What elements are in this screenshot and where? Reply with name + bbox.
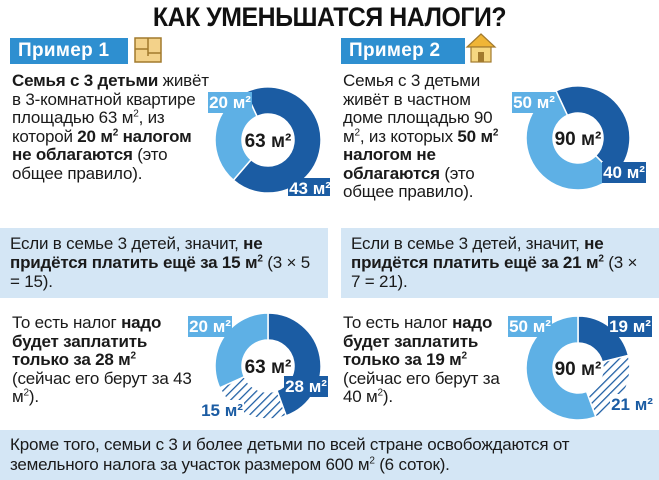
slice-label: 19 м² — [608, 316, 652, 337]
text-run: 2 — [130, 350, 137, 362]
text-run: ). — [28, 387, 39, 406]
text-run: Если в семье 3 детей, значит, — [351, 234, 585, 253]
slice-label: 21 м² — [610, 394, 654, 415]
slice-label: 20 м² — [188, 316, 232, 337]
text-run: 2 — [377, 387, 384, 399]
slice-value: 40 м² — [603, 163, 645, 182]
slice-value: 19 м² — [609, 317, 651, 336]
text-run: ). — [382, 387, 393, 406]
example-2-result: То есть налог надо будет заплатить тольк… — [343, 313, 518, 407]
slice-label: 50 м² — [508, 316, 552, 337]
slice-value: 43 м² — [289, 179, 330, 196]
donut-slice — [525, 315, 597, 421]
example-1-tag: Пример 1 — [10, 38, 128, 64]
donut-chart-example-1: 63 м² 43 м² 20 м² — [208, 86, 330, 196]
text-run: , из которой — [12, 108, 165, 146]
donut-center-label: 63 м² — [245, 357, 292, 378]
text-run: Семья с 3 детьми — [12, 71, 159, 90]
text-run: надо будет заплатить только за 28 м — [12, 313, 162, 369]
page-title: КАК УМЕНЬШАТСЯ НАЛОГИ? — [152, 2, 507, 32]
example-2-description: Семья с 3 детьми живёт в частном доме пл… — [343, 71, 513, 202]
text-run: 2 — [133, 108, 139, 120]
example-1-description: Семья с 3 детьми живёт в 3-комнатной ква… — [12, 71, 212, 183]
example-2-panel: Если в семье 3 детей, значит, не придётс… — [341, 228, 659, 298]
slice-value: 28 м² — [285, 377, 327, 396]
slice-value: 20 м² — [189, 317, 231, 336]
example-2-tag: Пример 2 — [341, 38, 465, 64]
floor-plan-icon — [134, 37, 162, 63]
text-run: (сейчас его берут за 40 м — [343, 368, 500, 406]
example-1-panel: Если в семье 3 детей, значит, не придётс… — [0, 228, 328, 298]
house-icon — [465, 33, 497, 63]
text-run: налогом не облагаются — [343, 145, 440, 183]
slice-value: 20 м² — [209, 93, 251, 112]
slice-label: 20 м² — [208, 92, 252, 113]
text-run: 50 м — [457, 126, 493, 146]
text-run: 2 — [23, 387, 30, 399]
slice-value: 21 м² — [611, 395, 653, 414]
text-run: Кроме того, семьи с 3 и более детьми по … — [10, 435, 570, 474]
donut-center-label: 90 м² — [555, 129, 602, 150]
slice-value: 50 м² — [513, 93, 555, 112]
donut-center-label: 63 м² — [245, 131, 292, 152]
text-run: Семья с 3 детьми живёт в частном доме пл… — [343, 71, 493, 146]
text-run: (сейчас его берут за 43 м — [12, 368, 192, 406]
slice-label: 15 м² — [200, 400, 244, 421]
text-run: налогом не облагаются — [12, 126, 192, 164]
example-1-result: То есть налог надо будет заплатить тольк… — [12, 313, 197, 407]
slice-label: 40 м² — [602, 162, 646, 183]
text-run: 2 — [461, 350, 468, 362]
text-run: 20 м — [77, 126, 113, 146]
slice-label: 50 м² — [512, 92, 556, 113]
text-run: , из которых — [359, 126, 458, 146]
slice-value: 50 м² — [509, 317, 551, 336]
text-run: не придётся платить ещё за 21 м — [351, 234, 604, 272]
slice-value: 15 м² — [201, 401, 243, 420]
text-run: 2 — [112, 126, 119, 138]
text-run: (это общее правило). — [343, 163, 475, 201]
text-run: 2 — [257, 253, 263, 265]
text-run: 2 — [369, 455, 375, 467]
text-run: 2 — [354, 126, 361, 138]
text-run: (это общее правило). — [12, 145, 168, 183]
text-run: живёт в 3-комнатной квартире площадью 63… — [12, 71, 209, 127]
slice-label: 43 м² — [288, 178, 330, 196]
text-run: (3 × 5 = 15). — [10, 253, 310, 291]
text-run: Если в семье 3 детей, значит, — [10, 234, 244, 253]
text-run: (3 × 7 = 21). — [351, 253, 638, 291]
text-run: не придётся платить ещё за 15 м — [10, 234, 263, 272]
slice-label: 28 м² — [284, 376, 328, 397]
text-run: 2 — [492, 126, 499, 138]
footer-note: Кроме того, семьи с 3 и более детьми по … — [0, 430, 659, 480]
text-run: (6 соток). — [374, 455, 450, 474]
text-run: 2 — [598, 253, 604, 265]
donut-chart-example-2-new: 90 м² 19 м² 21 м² 50 м² — [508, 315, 654, 421]
donut-slice — [232, 86, 322, 194]
text-run: То есть налог — [343, 313, 453, 332]
text-run: надо будет заплатить только за 19 м — [343, 313, 493, 369]
donut-center-label: 90 м² — [555, 359, 602, 380]
text-run: То есть налог — [12, 313, 122, 332]
